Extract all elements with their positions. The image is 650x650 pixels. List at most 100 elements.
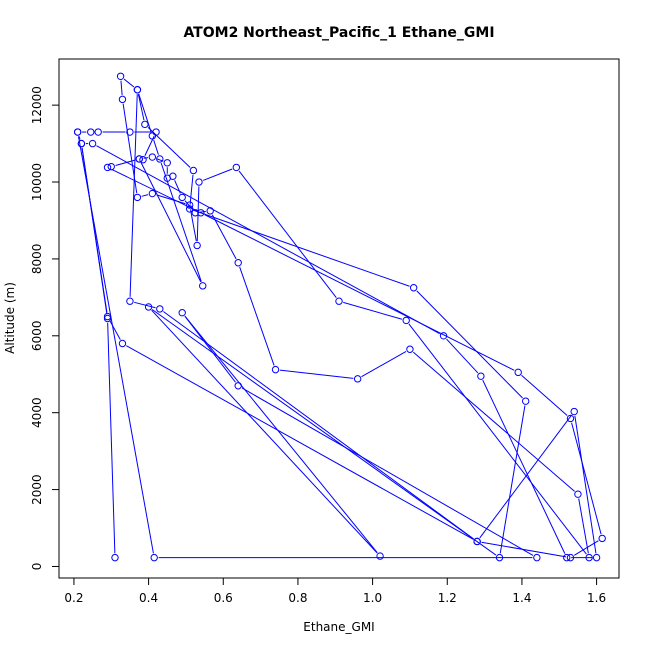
- series-segment: [77, 136, 154, 554]
- series-segment: [109, 320, 121, 340]
- series-segment: [578, 498, 589, 554]
- series-segment: [408, 323, 587, 555]
- data-point: [191, 209, 199, 217]
- y-tick-label: 0: [30, 563, 44, 571]
- series-lines: [77, 78, 602, 559]
- series-segment: [81, 147, 108, 313]
- y-tick-label: 4000: [30, 397, 44, 428]
- data-point: [103, 312, 112, 321]
- data-point: [141, 120, 149, 129]
- y-tick-label: 6000: [30, 321, 44, 352]
- data-point: [73, 128, 82, 136]
- series-segment: [193, 209, 410, 287]
- series-segment: [184, 315, 236, 383]
- series-segment: [211, 214, 237, 260]
- series-segment: [140, 162, 202, 283]
- series-segment: [499, 405, 526, 554]
- x-tick-label: 0.4: [139, 591, 158, 605]
- series-segment: [134, 301, 156, 309]
- series-segment: [163, 311, 474, 540]
- data-point: [148, 153, 157, 161]
- data-point: [133, 86, 142, 94]
- series-segment: [129, 94, 138, 297]
- data-point: [514, 368, 522, 377]
- data-point: [234, 259, 242, 267]
- data-point: [107, 162, 115, 171]
- data-point: [335, 297, 343, 305]
- data-point: [234, 382, 242, 390]
- data-point: [126, 297, 134, 305]
- y-axis: 0 2000 4000 6000 8000 10000 12000: [30, 86, 60, 571]
- data-point: [94, 128, 102, 136]
- series-segment: [204, 214, 515, 371]
- x-tick-label: 0.6: [214, 591, 233, 605]
- data-point: [111, 553, 119, 562]
- series-segment: [189, 209, 197, 242]
- data-point: [148, 132, 157, 140]
- series-segment: [151, 309, 378, 554]
- data-point: [193, 241, 201, 250]
- data-point: [189, 166, 198, 175]
- plot-area: [58, 58, 620, 579]
- series-segment: [78, 136, 81, 140]
- series-segment: [482, 379, 566, 554]
- data-point: [88, 139, 97, 148]
- data-point: [585, 553, 593, 562]
- data-point: [178, 193, 186, 202]
- data-point: [477, 372, 485, 380]
- data-point: [232, 163, 241, 172]
- series-segment: [120, 80, 123, 96]
- series-segment: [279, 369, 354, 379]
- series-segment: [123, 78, 135, 88]
- data-point: [439, 332, 448, 340]
- series-segment: [115, 159, 136, 166]
- data-point: [376, 552, 384, 560]
- data-point: [533, 553, 541, 562]
- series-segment: [137, 93, 145, 121]
- data-point: [133, 193, 142, 202]
- data-point: [152, 128, 160, 136]
- series-segment: [96, 145, 440, 335]
- data-point: [185, 205, 194, 213]
- data-point: [135, 155, 143, 163]
- data-point: [402, 316, 410, 325]
- data-point: [566, 553, 575, 562]
- y-tick-label: 2000: [30, 474, 44, 505]
- series-segment: [153, 139, 159, 155]
- data-point: [87, 128, 95, 136]
- data-point: [574, 490, 582, 498]
- data-point: [103, 163, 112, 172]
- data-point: [144, 303, 153, 311]
- y-tick-label: 12000: [30, 86, 44, 124]
- x-axis: 0.2 0.4 0.6 0.8 1.0 1.2 1.4 1.6: [64, 577, 606, 605]
- data-point: [598, 534, 606, 543]
- x-tick-label: 1.6: [587, 591, 606, 605]
- series-segment: [151, 309, 497, 556]
- data-point: [118, 339, 127, 348]
- data-point: [271, 365, 280, 374]
- data-point: [406, 345, 414, 353]
- series-segment: [479, 414, 572, 539]
- series-segment: [141, 194, 149, 197]
- x-tick-label: 1.0: [363, 591, 382, 605]
- data-point: [156, 155, 164, 163]
- data-point: [116, 72, 125, 81]
- data-point: [199, 282, 207, 290]
- data-point: [169, 172, 177, 180]
- series-segment: [138, 93, 152, 132]
- series-segment: [241, 387, 534, 556]
- series-segment: [202, 168, 233, 181]
- data-point: [185, 201, 194, 209]
- data-point: [126, 128, 134, 136]
- series-segment: [571, 422, 602, 535]
- data-point: [150, 553, 158, 562]
- data-point: [195, 178, 203, 186]
- series-segment: [111, 168, 198, 212]
- series-segment: [361, 350, 407, 378]
- series-points: [73, 72, 606, 562]
- x-tick-label: 1.4: [512, 591, 531, 605]
- series-segment: [156, 194, 186, 205]
- series-segment: [239, 266, 275, 366]
- y-tick-label: 8000: [30, 244, 44, 275]
- data-point: [77, 139, 86, 148]
